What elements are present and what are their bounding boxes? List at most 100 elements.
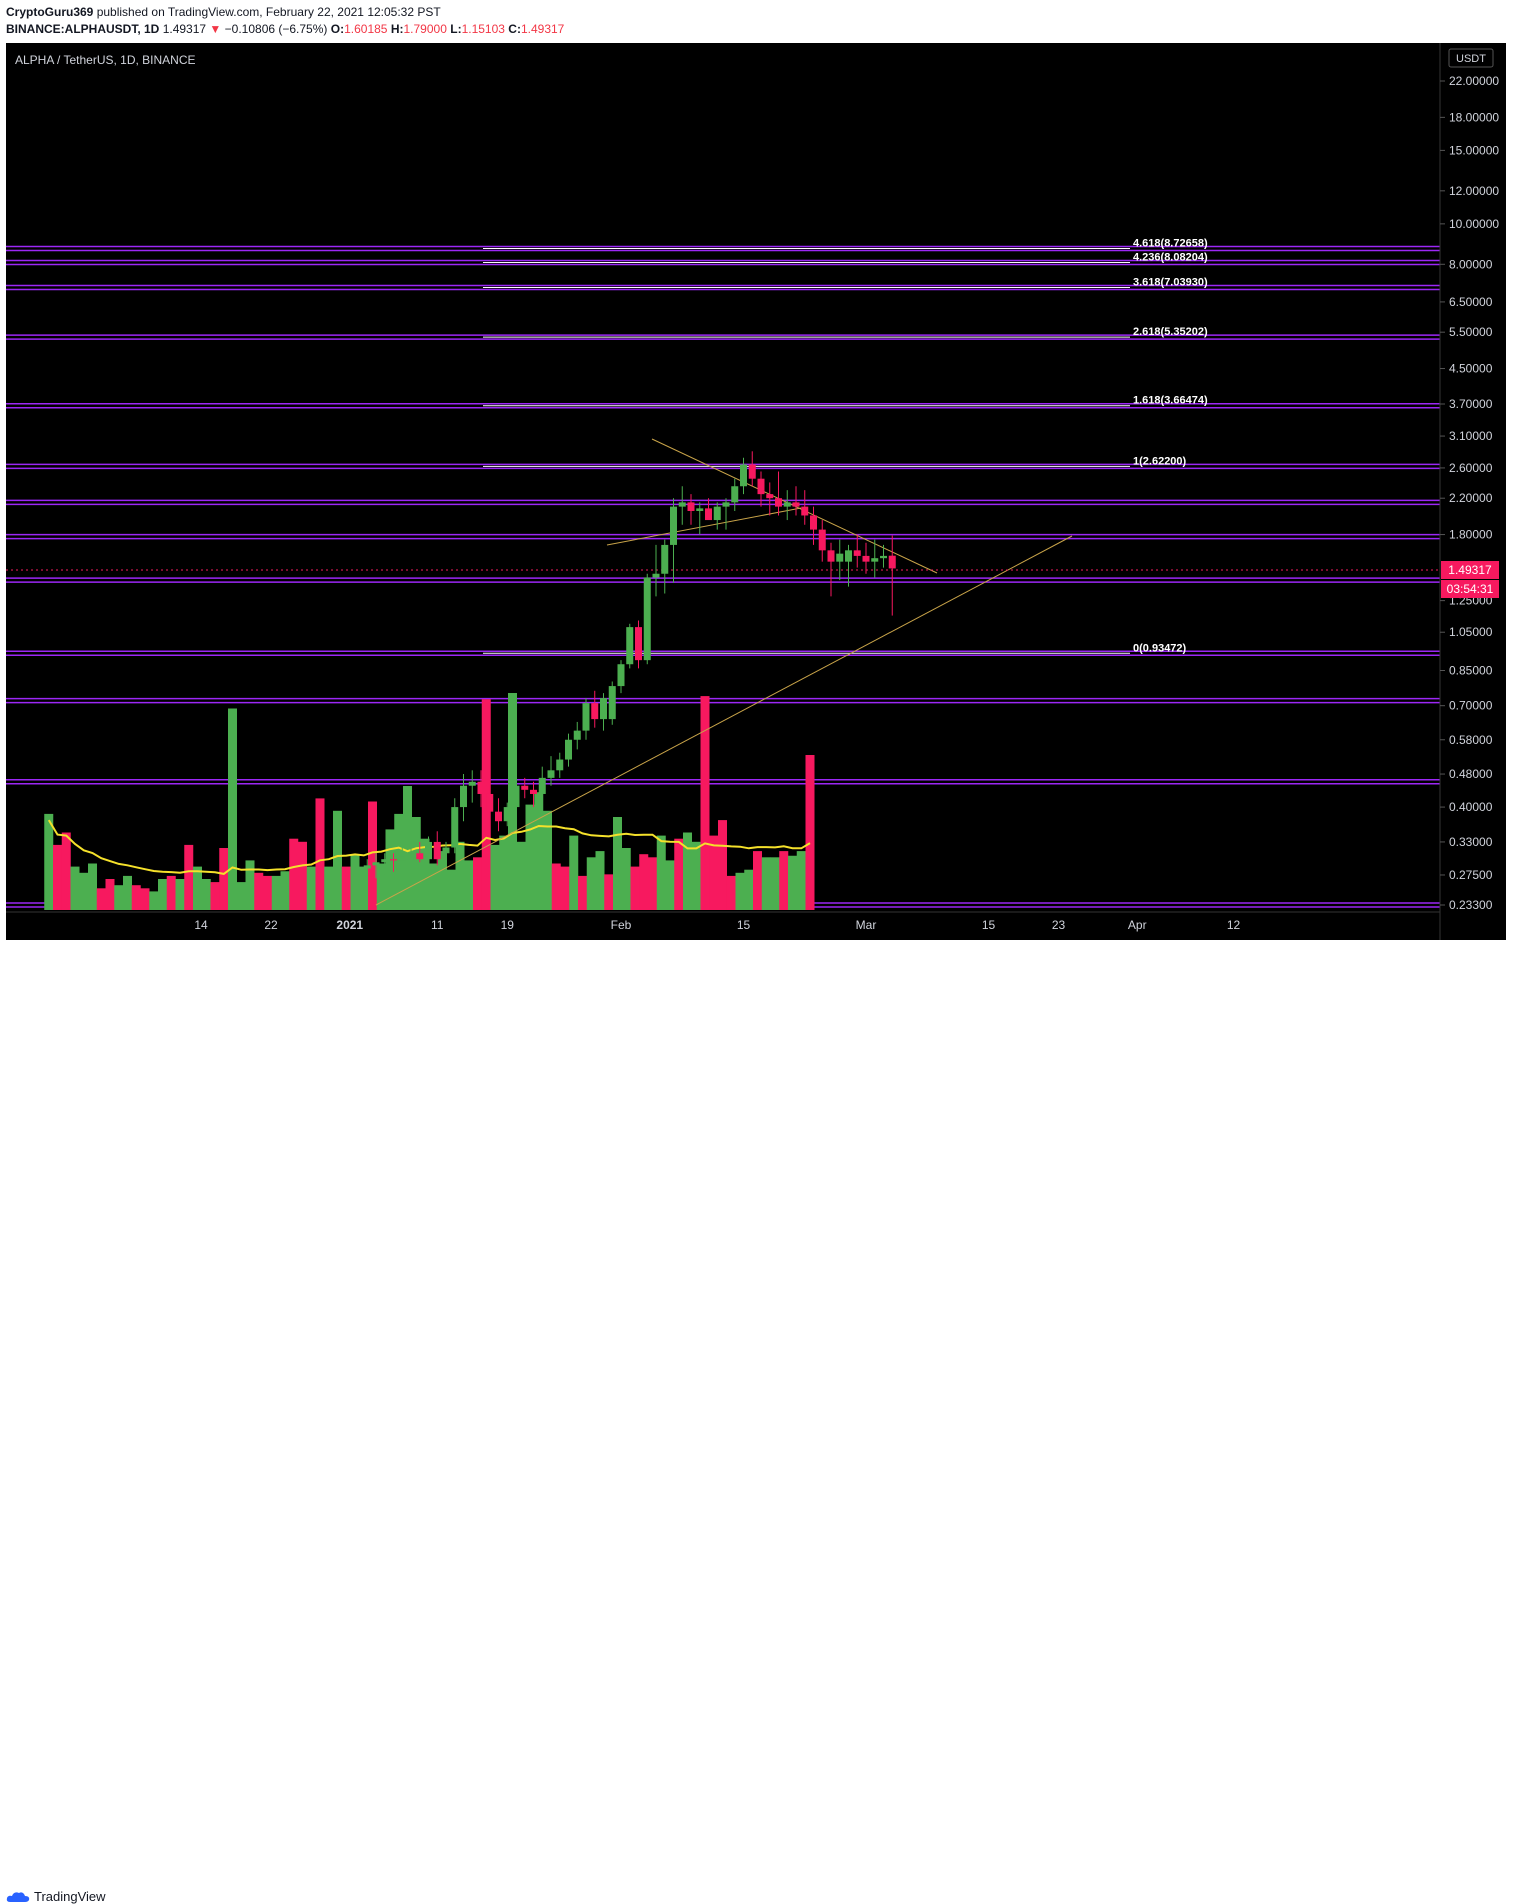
candle-body[interactable] [731, 486, 739, 503]
candle-body[interactable] [783, 502, 791, 507]
candle-body[interactable] [888, 555, 896, 569]
price-change: −0.10806 (−6.75%) [224, 22, 328, 36]
volume-bar [385, 829, 395, 910]
candle-body[interactable] [853, 550, 861, 556]
candle-body[interactable] [862, 555, 870, 562]
volume-bar [70, 866, 80, 910]
price-axis-bg[interactable] [1440, 43, 1506, 940]
candle-body[interactable] [591, 703, 599, 720]
volume-bars [44, 693, 815, 910]
price-tick-label: 8.00000 [1449, 257, 1493, 271]
candle-body[interactable] [635, 627, 642, 661]
candle-body[interactable] [713, 506, 721, 521]
candle-body[interactable] [608, 686, 616, 720]
candle-body[interactable] [486, 793, 494, 812]
candle-body[interactable] [670, 506, 677, 545]
candle-body[interactable] [775, 498, 782, 507]
chart-frame[interactable] [6, 43, 1506, 940]
volume-bar [438, 851, 447, 910]
trendline-support[interactable] [375, 535, 1073, 906]
candle-body[interactable] [818, 529, 826, 551]
candle-body[interactable] [530, 789, 537, 794]
candle-body[interactable] [460, 785, 467, 808]
candle-body[interactable] [363, 865, 371, 869]
candle-body[interactable] [801, 506, 809, 516]
candle-body[interactable] [442, 847, 450, 854]
candle-body[interactable] [521, 785, 529, 790]
volume-bar [263, 875, 272, 910]
candle-body[interactable] [468, 781, 476, 786]
volume-bar [411, 817, 421, 910]
candle-body[interactable] [871, 558, 879, 562]
candle-body[interactable] [390, 859, 397, 861]
candle-body[interactable] [407, 853, 415, 857]
candle-body[interactable] [757, 478, 765, 495]
candle-body[interactable] [810, 515, 817, 530]
time-tick-label: 15 [737, 918, 751, 932]
candle-body[interactable] [766, 494, 774, 499]
candle-body[interactable] [792, 502, 800, 507]
volume-bar [44, 813, 54, 910]
currency-badge[interactable] [1448, 48, 1494, 68]
candle-body[interactable] [538, 777, 546, 794]
candle-body[interactable] [678, 502, 686, 507]
price-tick-label: 0.27500 [1449, 868, 1493, 882]
candle-body[interactable] [600, 698, 607, 720]
price-tick-label: 6.50000 [1449, 295, 1493, 309]
candle-body[interactable] [626, 627, 634, 665]
high-value: 1.79000 [403, 22, 447, 36]
tradingview-logo[interactable]: TradingView [6, 1889, 106, 1904]
price-tick-label: 1.80000 [1449, 528, 1493, 542]
candle-body[interactable] [652, 573, 660, 578]
candle-body[interactable] [722, 502, 730, 507]
candle-body[interactable] [617, 664, 625, 687]
close-label: C: [508, 22, 521, 36]
candle-body[interactable] [687, 502, 695, 511]
candle-body[interactable] [556, 759, 564, 771]
candle-body[interactable] [827, 550, 835, 562]
candle-body[interactable] [372, 862, 380, 866]
candle-body[interactable] [451, 807, 459, 848]
candle-body[interactable] [512, 785, 520, 808]
candle-body[interactable] [845, 550, 852, 562]
candle-body[interactable] [495, 811, 502, 822]
time-tick-label: 22 [264, 918, 278, 932]
trendline-lower[interactable] [606, 507, 802, 546]
volume-bar [175, 879, 185, 910]
time-tick-label: 12 [1227, 918, 1241, 932]
volume-bar [219, 848, 229, 910]
candle-body[interactable] [880, 555, 887, 559]
candle-body[interactable] [477, 781, 485, 794]
candle-body[interactable] [643, 577, 651, 661]
fib-level-label: 1(2.62200) [1133, 455, 1187, 467]
volume-bar [788, 855, 797, 910]
candle-body[interactable] [398, 856, 406, 861]
time-tick-label: Mar [856, 918, 877, 932]
candle-body[interactable] [661, 544, 669, 574]
candle-body[interactable] [503, 807, 511, 822]
volume-bar [140, 888, 150, 910]
candle-body[interactable] [547, 770, 555, 778]
price-tick-label: 22.00000 [1449, 74, 1499, 88]
candle-body[interactable] [416, 853, 424, 860]
price-chart[interactable]: 4.618(8.72658)4.236(8.08204) 3.618(7.0393… [0, 0, 1513, 975]
publisher-name[interactable]: CryptoGuru369 [6, 5, 94, 19]
candle-body[interactable] [433, 841, 441, 860]
volume-bar [709, 835, 719, 910]
volume-bar [289, 838, 299, 910]
candle-body[interactable] [740, 464, 747, 487]
candle-body[interactable] [573, 730, 581, 740]
candle-body[interactable] [748, 464, 756, 479]
volume-bar [744, 869, 754, 910]
candle-body[interactable] [582, 703, 590, 731]
volume-bar [665, 860, 675, 910]
price-tick-label: 12.00000 [1449, 184, 1499, 198]
volume-bar [359, 866, 369, 910]
candle-body[interactable] [836, 553, 844, 562]
candle-body[interactable] [565, 739, 572, 760]
candle-body[interactable] [425, 841, 432, 860]
candle-body[interactable] [705, 508, 712, 521]
candle-body[interactable] [381, 859, 389, 863]
volume-bar [324, 866, 334, 910]
candle-body[interactable] [696, 508, 704, 511]
